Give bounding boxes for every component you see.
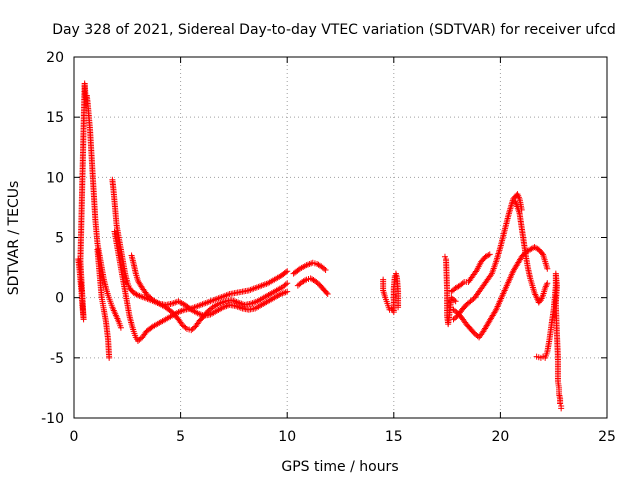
data-point: [182, 324, 189, 331]
data-point: [284, 288, 291, 295]
x-tick-label: 15: [385, 429, 403, 445]
y-tick-label: 5: [55, 231, 64, 247]
chart-title: Day 328 of 2021, Sidereal Day-to-day VTE…: [52, 22, 616, 38]
x-tick-label: 25: [598, 429, 616, 445]
data-point: [395, 304, 402, 311]
data-point: [486, 251, 493, 258]
data-points: [75, 80, 565, 412]
x-tick-label: 20: [491, 429, 509, 445]
x-axis-label: GPS time / hours: [281, 459, 398, 475]
data-point: [451, 297, 458, 304]
y-tick-label: 20: [46, 50, 64, 66]
data-point: [558, 405, 565, 412]
y-tick-label: -5: [50, 351, 64, 367]
data-point: [452, 298, 459, 305]
data-point: [538, 250, 545, 257]
x-tick-label: 10: [278, 429, 296, 445]
data-point: [282, 269, 289, 276]
data-point: [321, 265, 328, 272]
tick-labels: 0 5 10 15 20 25 -10 -5 0 5 10 15 20: [41, 50, 616, 445]
x-tick-label: 5: [176, 429, 185, 445]
y-axis-label: SDTVAR / TECUs: [6, 181, 22, 296]
data-point: [459, 280, 466, 287]
data-point: [544, 265, 551, 272]
y-tick-label: -10: [41, 411, 64, 427]
data-point: [284, 280, 291, 287]
y-tick-label: 10: [46, 170, 64, 186]
data-point: [485, 252, 492, 259]
ticks: [73, 56, 608, 419]
y-tick-label: 0: [55, 291, 64, 307]
x-tick-label: 0: [70, 429, 79, 445]
data-point: [282, 281, 289, 288]
data-point: [117, 324, 124, 331]
y-tick-label: 15: [46, 110, 64, 126]
data-point: [301, 277, 308, 284]
data-point: [284, 268, 291, 275]
data-point: [324, 291, 331, 298]
data-point: [323, 289, 330, 296]
grid: [74, 57, 607, 418]
data-point: [544, 280, 551, 287]
data-point: [106, 354, 113, 361]
data-point: [133, 291, 140, 298]
data-point: [322, 266, 329, 273]
data-point: [208, 305, 215, 312]
data-point: [492, 308, 499, 315]
plot-frame: [73, 56, 608, 419]
